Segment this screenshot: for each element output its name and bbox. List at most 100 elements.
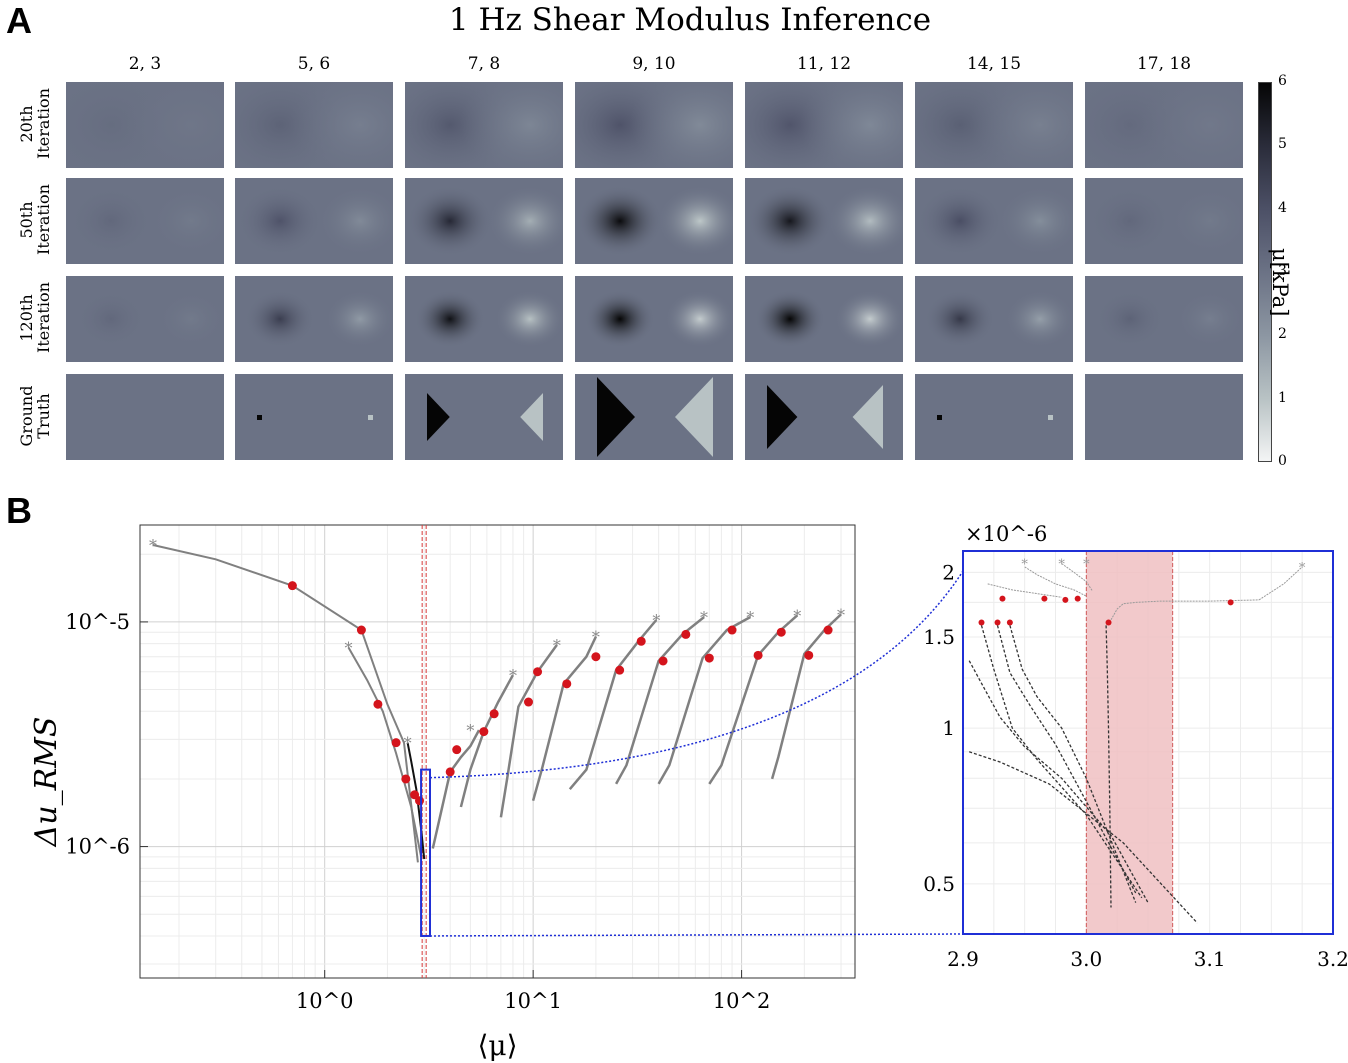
modulus-tile xyxy=(1085,178,1243,264)
modulus-tile xyxy=(235,374,393,460)
red-marker xyxy=(727,625,737,635)
soft-inclusion xyxy=(290,82,393,168)
stiff-inclusion xyxy=(407,185,493,257)
soft-inclusion xyxy=(1004,290,1073,348)
red-marker xyxy=(445,767,455,777)
trajectory-line xyxy=(708,614,799,785)
inset-branch xyxy=(1110,599,1260,621)
red-marker xyxy=(823,625,833,635)
modulus-tile xyxy=(66,374,224,460)
inset-red-marker xyxy=(1062,596,1069,603)
inset-path xyxy=(1009,625,1137,903)
stiff-inclusion xyxy=(75,290,147,348)
modulus-tile xyxy=(575,374,733,460)
inset-path xyxy=(996,625,1137,894)
stiff-inclusion xyxy=(937,415,942,420)
modulus-tile xyxy=(915,276,1073,362)
soft-inclusion xyxy=(630,82,733,168)
soft-inclusion xyxy=(657,185,733,257)
inset-start-marker: * xyxy=(1083,558,1090,573)
soft-inclusion xyxy=(852,385,883,449)
inset-red-marker xyxy=(1074,595,1081,602)
soft-inclusion xyxy=(324,290,393,348)
trajectory-line xyxy=(406,742,426,860)
soft-inclusion xyxy=(1048,415,1053,420)
trajectory-line xyxy=(499,644,558,818)
figure-title: 1 Hz Shear Modulus Inference xyxy=(448,2,932,38)
modulus-tile xyxy=(745,82,903,168)
column-label: 17, 18 xyxy=(1136,54,1192,74)
inset-branch xyxy=(1258,566,1303,601)
main-plot-frame xyxy=(139,524,856,979)
soft-inclusion xyxy=(1174,290,1243,348)
red-marker xyxy=(562,679,572,689)
modulus-tile xyxy=(1085,82,1243,168)
red-marker xyxy=(658,656,668,666)
start-marker: * xyxy=(837,605,845,624)
column-label: 5, 6 xyxy=(297,54,331,74)
trajectory-line xyxy=(431,729,481,849)
inset-y-tick-label: 1.5 xyxy=(923,625,955,649)
soft-inclusion xyxy=(664,290,733,348)
zoom-box xyxy=(420,768,431,937)
colorbar xyxy=(1258,82,1272,462)
inset-branch xyxy=(1024,566,1087,597)
shaded-region xyxy=(1086,551,1173,934)
stiff-inclusion xyxy=(68,185,154,257)
inset-y-tick-label: 1 xyxy=(942,716,955,740)
inset-x-tick-label: 3.2 xyxy=(1317,947,1348,971)
colorbar-tick-label: 4 xyxy=(1278,199,1287,216)
red-marker xyxy=(373,699,383,709)
red-marker xyxy=(776,627,786,637)
start-marker: * xyxy=(344,638,352,657)
modulus-tile xyxy=(1085,374,1243,460)
modulus-tile xyxy=(1085,276,1243,362)
soft-inclusion xyxy=(494,290,563,348)
start-marker: * xyxy=(652,611,660,630)
red-marker xyxy=(391,738,401,748)
modulus-tile xyxy=(915,82,1073,168)
red-marker xyxy=(401,774,411,784)
colorbar-tick-label: 2 xyxy=(1278,326,1287,343)
modulus-tile xyxy=(235,178,393,264)
soft-inclusion xyxy=(520,393,543,441)
inset-branch xyxy=(987,583,1062,598)
inset-branch xyxy=(1061,563,1093,592)
modulus-tile xyxy=(235,276,393,362)
modulus-tile xyxy=(405,178,563,264)
y-axis-label: Δu_RMS xyxy=(29,717,64,848)
red-marker xyxy=(287,581,297,591)
y-tick-label: 10^-5 xyxy=(65,610,130,634)
start-marker: * xyxy=(149,536,157,555)
start-marker: * xyxy=(553,636,561,655)
inset-x-tick-label: 3.1 xyxy=(1194,947,1226,971)
soft-inclusion xyxy=(675,377,713,457)
tile-background xyxy=(1085,374,1243,460)
inset-red-marker xyxy=(1006,619,1013,626)
soft-inclusion xyxy=(1167,185,1243,257)
inset-x-tick-label: 2.9 xyxy=(947,947,979,971)
inset-red-marker xyxy=(1227,599,1234,606)
modulus-tile xyxy=(915,178,1073,264)
inset-red-marker xyxy=(1041,595,1048,602)
modulus-tile xyxy=(405,82,563,168)
x-tick-label: 10^2 xyxy=(713,989,771,1013)
inset-path xyxy=(980,625,1143,899)
start-marker: * xyxy=(746,608,754,627)
red-marker xyxy=(804,650,814,660)
red-marker xyxy=(753,650,763,660)
red-marker xyxy=(615,665,625,675)
x-tick-label: 10^1 xyxy=(504,989,562,1013)
stiff-inclusion xyxy=(414,290,486,348)
soft-inclusion xyxy=(121,82,224,168)
trajectory-line xyxy=(347,646,423,857)
tile-background xyxy=(66,374,224,460)
soft-inclusion xyxy=(997,185,1073,257)
red-marker xyxy=(410,790,420,800)
inset-path xyxy=(968,751,1198,924)
stiff-inclusion xyxy=(1094,290,1166,348)
colorbar-gradient xyxy=(1258,82,1272,462)
inset-start-marker: * xyxy=(1058,558,1065,573)
modulus-tile xyxy=(405,374,563,460)
soft-inclusion xyxy=(800,82,903,168)
